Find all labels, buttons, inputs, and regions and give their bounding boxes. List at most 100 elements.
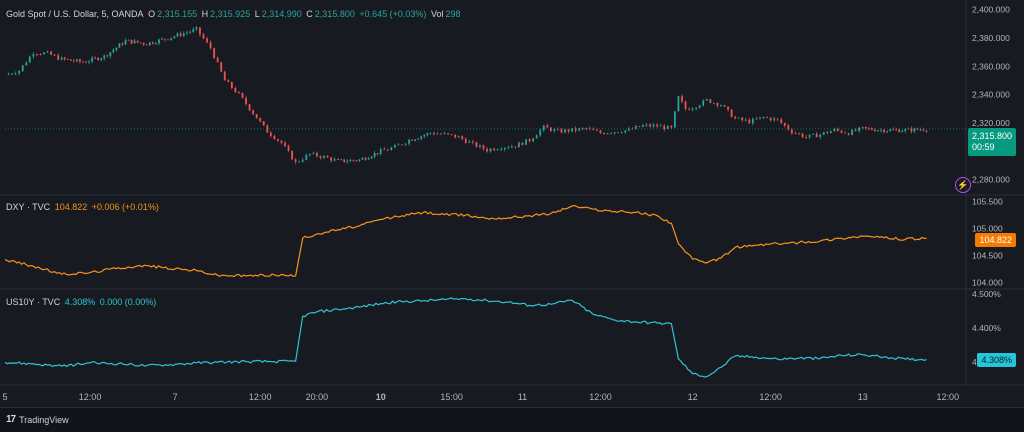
candle-body xyxy=(709,99,712,103)
candle-body xyxy=(414,139,417,141)
candle-body xyxy=(323,155,325,158)
candle-body xyxy=(567,129,570,132)
candle-body xyxy=(794,133,797,135)
candle-body xyxy=(901,131,904,133)
candle-body xyxy=(373,153,376,157)
candle-body xyxy=(844,132,846,134)
gold-change: +0.645 (+0.03%) xyxy=(359,9,427,19)
candle-body xyxy=(635,126,637,130)
candle-body xyxy=(819,134,822,138)
candle-body xyxy=(826,132,829,134)
candle-body xyxy=(457,136,460,138)
candle-body xyxy=(759,117,761,119)
candle-body xyxy=(532,138,535,142)
candle-body xyxy=(319,156,322,158)
candle-body xyxy=(227,80,230,83)
y-tick-label: 2,400.000 xyxy=(972,5,1010,15)
tradingview-logo[interactable]: 17 TradingView xyxy=(6,414,69,425)
candle-body xyxy=(574,128,577,131)
x-tick-label: 15:00 xyxy=(440,392,463,402)
candle-body xyxy=(11,73,13,75)
candle-body xyxy=(100,58,103,61)
candle-body xyxy=(301,159,304,162)
candle-body xyxy=(514,146,517,148)
candle-body xyxy=(241,92,244,98)
candle-body xyxy=(326,155,329,158)
x-tick-label: 12:00 xyxy=(589,392,612,402)
dxy-price-tag: 104.822 xyxy=(975,233,1016,247)
candle-body xyxy=(925,130,928,132)
candle-body xyxy=(468,141,471,143)
candle-body xyxy=(379,149,382,154)
gold-symbol-name[interactable]: Gold Spot / U.S. Dollar, 5, OANDA xyxy=(6,9,144,19)
candle-body xyxy=(202,34,205,39)
candle-body xyxy=(109,52,112,57)
candle-body xyxy=(854,129,857,131)
x-tick-label: 7 xyxy=(173,392,178,402)
candle-body xyxy=(386,149,389,151)
candle-body xyxy=(72,60,75,62)
candle-body xyxy=(305,155,308,160)
candle-body xyxy=(115,47,118,50)
candle-body xyxy=(783,122,786,126)
candle-body xyxy=(762,116,765,118)
tradingview-brand-text: TradingView xyxy=(19,414,69,425)
candle-body xyxy=(223,71,226,81)
us10y-series-line xyxy=(4,297,927,378)
candle-body xyxy=(851,129,854,135)
candle-body xyxy=(284,142,286,147)
candle-body xyxy=(780,119,783,123)
candle-body xyxy=(766,116,768,118)
y-tick-label: 4.500% xyxy=(972,289,1001,299)
candle-body xyxy=(596,129,598,131)
candle-body xyxy=(213,48,216,58)
candle-body xyxy=(408,139,410,144)
candle-body xyxy=(287,146,290,151)
lightning-icon[interactable]: ⚡ xyxy=(955,177,971,193)
candle-body xyxy=(910,128,913,132)
candle-body xyxy=(705,99,708,101)
candle-body xyxy=(420,136,423,139)
candle-body xyxy=(130,39,133,44)
candle-body xyxy=(805,137,807,138)
gold-open-value: 2,315.155 xyxy=(157,9,198,19)
candle-body xyxy=(913,128,916,132)
y-tick-label: 104.000 xyxy=(972,277,1003,287)
candle-body xyxy=(617,132,620,133)
candle-body xyxy=(343,159,346,162)
candle-body xyxy=(79,59,81,62)
us10y-value: 4.308% xyxy=(64,297,96,307)
y-tick-label: 2,360.000 xyxy=(972,61,1010,71)
gold-price-tag-value: 2,315.800 xyxy=(971,131,1012,141)
candle-body xyxy=(361,157,364,160)
dxy-symbol-name[interactable]: DXY · TVC xyxy=(6,202,51,212)
gold-volume-value: 298 xyxy=(445,9,461,19)
candle-body xyxy=(638,126,641,128)
candle-body xyxy=(39,54,42,55)
candle-body xyxy=(812,133,815,135)
candle-body xyxy=(702,100,705,106)
candle-body xyxy=(195,27,198,30)
candle-body xyxy=(666,125,669,129)
candle-body xyxy=(21,65,24,71)
candle-body xyxy=(376,153,379,154)
candle-body xyxy=(496,149,499,151)
candle-body xyxy=(482,145,485,149)
candle-body xyxy=(493,148,496,151)
candle-body xyxy=(858,127,861,131)
candle-body xyxy=(189,31,191,33)
candle-body xyxy=(603,133,605,135)
candle-body xyxy=(880,129,882,131)
candle-body xyxy=(28,56,31,63)
candle-body xyxy=(182,33,185,36)
us10y-symbol-name[interactable]: US10Y · TVC xyxy=(6,297,61,307)
candle-body xyxy=(383,149,386,151)
candle-body xyxy=(364,157,367,160)
candle-body xyxy=(401,144,403,146)
candle-body xyxy=(864,126,867,129)
x-tick-label: 12:00 xyxy=(759,392,782,402)
candle-body xyxy=(581,128,584,129)
candle-body xyxy=(847,133,850,135)
candle-body xyxy=(585,128,588,129)
